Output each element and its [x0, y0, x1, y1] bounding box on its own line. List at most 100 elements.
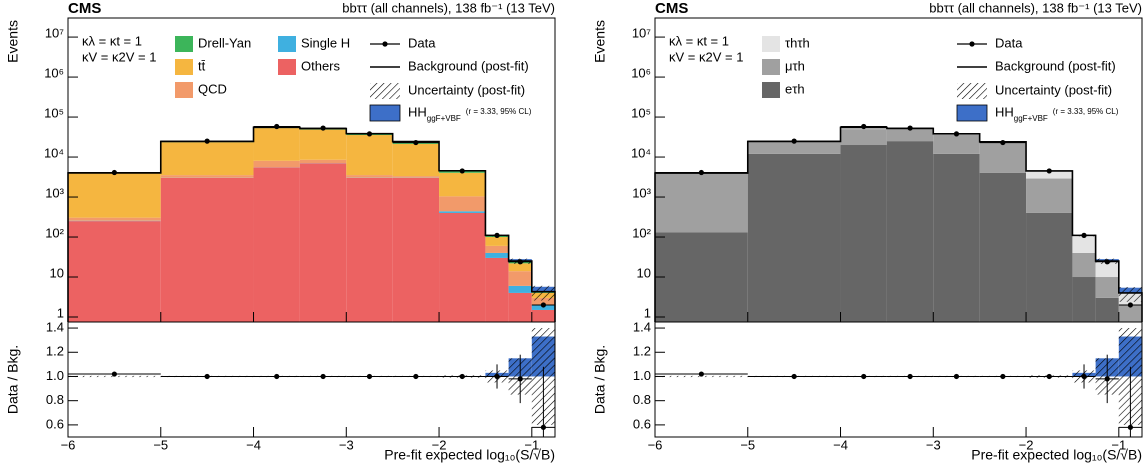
- legend-label: QCD: [198, 81, 227, 96]
- ratio-point: [459, 373, 465, 380]
- legend-signal: [369, 104, 401, 122]
- legend-swatch: [762, 82, 780, 98]
- stack-bar: [439, 211, 486, 213]
- legend-label: HH: [408, 104, 427, 119]
- stack-bar: [655, 232, 748, 322]
- legend-data-dot: [969, 41, 975, 47]
- stack-bar: [747, 141, 841, 154]
- x-tick-label: −3: [926, 437, 941, 452]
- x-tick-label: −6: [648, 437, 663, 452]
- ratio-point: [1081, 373, 1087, 380]
- data-point: [698, 169, 704, 176]
- legend-note: (r = 3.33, 95% CL): [1053, 107, 1119, 116]
- title: CMS: [655, 0, 688, 17]
- uncertainty-band: [1118, 287, 1142, 302]
- y-tick-label: 10⁶: [631, 66, 651, 81]
- ratio-point: [953, 373, 960, 380]
- stack-bar: [1072, 277, 1096, 322]
- y-tick-label: 10⁵: [631, 105, 651, 120]
- x-axis-label: Pre-fit expected log₁₀(S/√B): [971, 447, 1142, 463]
- stack-bar: [886, 129, 934, 142]
- stack-bar: [485, 257, 509, 322]
- stack-bar: [747, 153, 841, 322]
- stack-bar: [299, 163, 347, 322]
- legend-label: Background (post-fit): [408, 58, 529, 73]
- ratio-y-tick-label: 1.2: [633, 344, 651, 359]
- ratio-point: [366, 373, 373, 380]
- data-point: [861, 123, 867, 130]
- stack-bar: [508, 292, 532, 322]
- legend-signal: [956, 104, 988, 122]
- y-tick-label: 10: [50, 265, 64, 280]
- data-point: [413, 139, 419, 146]
- legend-swatch: [175, 59, 193, 75]
- data-point: [274, 123, 280, 130]
- y-tick-label: 10⁴: [631, 145, 651, 160]
- stack-bar: [655, 173, 748, 233]
- coupling-text: κλ = κt = 1: [82, 33, 142, 48]
- stack-bar: [392, 176, 440, 178]
- legend-label: tt̄: [198, 58, 206, 73]
- title: CMS: [68, 0, 101, 17]
- data-point: [1127, 302, 1134, 308]
- ratio-point: [1127, 424, 1134, 430]
- stack-bar: [299, 129, 347, 160]
- legend-label: HH: [995, 104, 1014, 119]
- legend-label: Drell-Yan: [198, 35, 251, 50]
- x-axis-label: Pre-fit expected log₁₀(S/√B): [384, 447, 555, 463]
- y-tick-label: 10⁶: [44, 66, 64, 81]
- stack-bar: [531, 297, 555, 305]
- stack-bar: [1026, 170, 1073, 179]
- stack-bar: [1095, 277, 1119, 298]
- stack-bar: [1026, 178, 1073, 213]
- legend-label: Uncertainty (post-fit): [408, 82, 525, 97]
- stack-bar: [531, 309, 555, 322]
- x-tick-label: −1: [1111, 437, 1126, 452]
- stack-bar: [68, 221, 161, 322]
- stack-bar: [508, 263, 532, 272]
- data-point: [791, 138, 797, 144]
- stack-bar: [346, 177, 393, 322]
- data-point: [366, 131, 373, 137]
- ratio-point: [698, 371, 704, 377]
- stack-bar: [886, 141, 934, 322]
- data-point: [494, 232, 500, 238]
- stack-bar: [253, 128, 300, 161]
- y-tick-label: 10³: [632, 185, 651, 200]
- annotation: bbττ (all channels), 138 fb⁻¹ (13 TeV): [929, 0, 1142, 15]
- x-tick-label: −3: [339, 437, 354, 452]
- stack-bar: [979, 172, 1027, 322]
- stack-bar: [1026, 212, 1073, 322]
- ratio-y-label: Data / Bkg.: [5, 345, 21, 414]
- data-point: [1000, 139, 1006, 146]
- legend-label: Uncertainty (post-fit): [995, 82, 1112, 97]
- legend-swatch: [278, 36, 296, 52]
- data-point: [111, 169, 117, 176]
- ratio-y-tick-label: 0.8: [633, 392, 651, 407]
- legend-label: τhτh: [785, 35, 810, 50]
- y-tick-label: 10²: [632, 225, 651, 240]
- ratio-y-tick-label: 1.4: [633, 319, 651, 334]
- legend-label: Others: [301, 58, 341, 73]
- legend-swatch: [762, 36, 780, 52]
- ratio-point: [494, 373, 500, 380]
- stack-bar: [508, 285, 532, 293]
- y-axis-label: Events: [5, 20, 21, 63]
- ratio-y-tick-label: 1.0: [633, 368, 651, 383]
- data-point: [953, 131, 960, 137]
- y-tick-label: 10⁵: [44, 105, 64, 120]
- y-tick-label: 10⁴: [44, 145, 64, 160]
- y-tick-label: 10⁷: [45, 26, 64, 41]
- data-point: [459, 168, 465, 174]
- ratio-y-tick-label: 0.6: [633, 416, 651, 431]
- ratio-point: [413, 373, 419, 380]
- legend-note: (r = 3.33, 95% CL): [466, 107, 532, 116]
- stack-bar: [160, 142, 254, 176]
- stack-bar: [68, 173, 161, 218]
- stack-bar: [253, 160, 300, 168]
- ratio-y-tick-label: 1.2: [46, 344, 64, 359]
- ratio-y-tick-label: 0.8: [46, 392, 64, 407]
- legend-subscript: ggF+VBF: [1014, 114, 1048, 123]
- stack-bar: [508, 271, 532, 286]
